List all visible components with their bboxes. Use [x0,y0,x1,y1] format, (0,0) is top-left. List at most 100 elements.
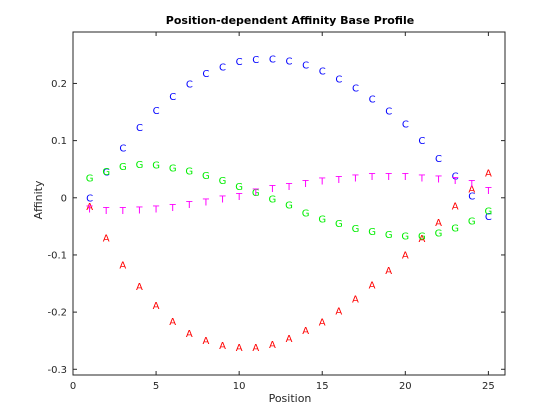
data-point-g: G [185,166,193,177]
data-point-c: C [269,54,276,65]
x-tick-label: 15 [316,381,329,392]
data-point-a: A [186,329,193,340]
data-point-c: C [452,172,459,183]
data-point-g: G [468,217,476,228]
data-point-c: C [286,57,293,68]
data-point-c: C [418,136,425,147]
x-tick-label: 20 [399,381,412,392]
data-point-t: T [351,173,359,184]
data-point-t: T [218,194,226,205]
data-point-g: G [285,201,293,212]
data-point-t: T [451,176,459,187]
data-point-g: G [485,206,493,217]
data-point-c: C [485,212,492,223]
data-point-a: A [269,340,276,351]
data-point-g: G [418,232,426,243]
data-point-c: C [402,120,409,131]
data-point-t: T [119,206,127,217]
data-point-a: A [169,317,176,328]
data-point-g: G [269,194,277,205]
data-point-c: C [236,57,243,68]
x-tick-label: 10 [233,381,246,392]
data-point-g: G [152,161,160,172]
y-tick-label: -0.3 [47,365,67,376]
data-point-a: A [335,306,342,317]
data-point-t: T [318,177,326,188]
data-point-g: G [435,229,443,240]
data-point-c: C [468,192,475,203]
data-point-a: A [319,317,326,328]
data-point-g: G [119,162,127,173]
data-point-t: T [285,182,293,193]
y-tick-label: 0 [61,193,67,204]
data-point-c: C [136,123,143,134]
data-point-g: G [136,160,144,171]
data-point-t: T [252,188,260,199]
x-tick-label: 0 [70,381,76,392]
data-point-a: A [369,281,376,292]
data-point-c: C [369,94,376,105]
data-point-g: G [451,224,459,235]
data-point-t: T [102,206,110,217]
data-point-t: T [86,205,94,216]
data-point-a: A [119,261,126,272]
data-point-t: T [268,184,276,195]
data-point-a: A [468,185,475,196]
data-point-a: A [252,343,259,354]
data-point-g: G [86,173,94,184]
x-axis-label: Position [269,392,312,405]
data-point-a: A [86,202,93,213]
data-point-g: G [102,167,110,178]
data-point-a: A [203,336,210,347]
data-point-a: A [435,218,442,229]
data-point-t: T [468,179,476,190]
data-point-a: A [419,234,426,245]
data-point-c: C [169,92,176,103]
data-point-t: T [302,179,310,190]
data-point-t: T [169,203,177,214]
x-tick-label: 5 [153,381,159,392]
y-axis-label: Affinity [32,180,45,220]
data-point-c: C [435,154,442,165]
data-point-g: G [401,232,409,243]
data-point-g: G [169,164,177,175]
data-point-c: C [335,74,342,85]
data-point-g: G [302,209,310,220]
data-point-c: C [153,106,160,117]
data-point-c: C [302,61,309,72]
data-point-a: A [352,294,359,305]
data-point-a: A [219,341,226,352]
y-tick-label: 0.2 [51,79,67,90]
data-point-a: A [385,266,392,277]
data-point-g: G [385,230,393,241]
data-point-c: C [119,144,126,155]
data-point-c: C [352,84,359,95]
data-point-t: T [235,192,243,203]
plot-frame [72,31,506,376]
data-point-g: G [235,182,243,193]
data-point-g: G [219,176,227,187]
data-point-a: A [302,326,309,337]
data-point-c: C [103,168,110,179]
data-point-a: A [402,250,409,261]
y-tick-label: -0.2 [47,308,67,319]
data-point-a: A [286,334,293,345]
data-point-t: T [202,197,210,208]
data-point-g: G [368,227,376,238]
data-point-a: A [136,282,143,293]
data-point-t: T [418,173,426,184]
data-point-g: G [335,219,343,230]
y-tick-label: -0.1 [47,250,67,261]
axes: 0 5 10 15 20 25 -0.3 -0.2 -0.1 0 0.1 0.2 [47,31,506,392]
data-point-c: C [319,66,326,77]
data-point-t: T [434,174,442,185]
y-tick-label: 0.1 [51,136,67,147]
data-point-a: A [153,301,160,312]
data-point-g: G [318,214,326,225]
data-point-t: T [385,172,393,183]
data-point-t: T [484,186,492,197]
data-point-t: T [368,172,376,183]
data-point-c: C [252,55,259,66]
